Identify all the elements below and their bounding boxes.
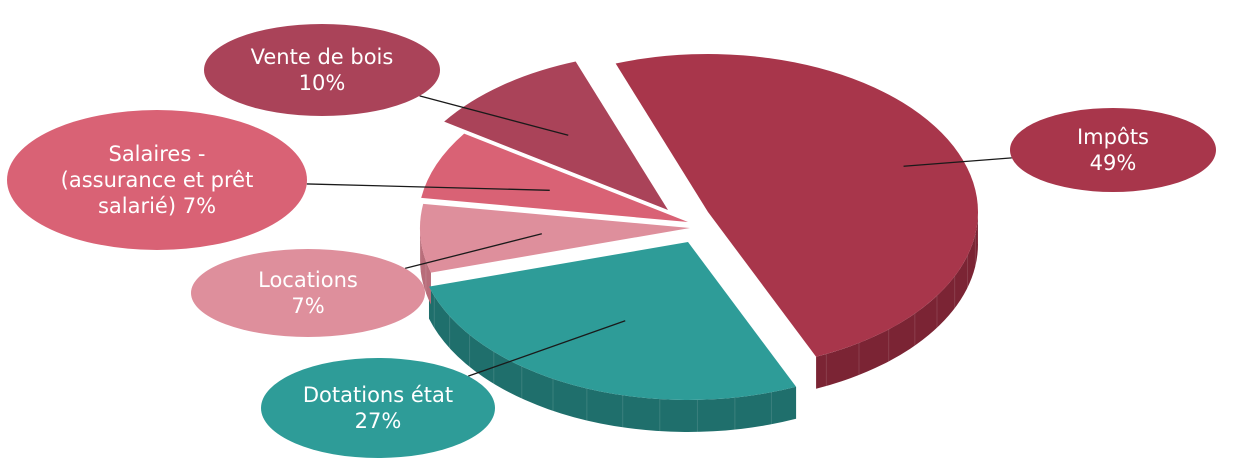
slice-salaires-assurance-et-pret-salarie — [421, 133, 688, 222]
pie-tops — [419, 54, 978, 400]
label-line: salarié) 7% — [98, 194, 216, 218]
slice-locations — [419, 203, 690, 273]
label-line: 7% — [291, 294, 324, 318]
label-bubble — [1010, 108, 1216, 192]
leader-line-salaires-assurance-et-pret-salarie — [306, 183, 550, 191]
slice-side-locations — [420, 228, 431, 305]
label-line: 10% — [299, 71, 346, 95]
slice-side-impots — [816, 212, 978, 389]
leader-line-dotations-etat — [468, 320, 626, 377]
label-line: Locations — [258, 268, 358, 292]
leader-line-vente-de-bois — [419, 95, 569, 136]
label-line: 27% — [355, 409, 402, 433]
label-line: 49% — [1090, 151, 1137, 175]
label-line: Dotations état — [303, 383, 453, 407]
label-bubble — [204, 24, 440, 116]
leader-lines — [306, 95, 1012, 377]
slice-vente-de-bois — [444, 61, 668, 210]
label-line: Vente de bois — [251, 45, 394, 69]
slice-impots — [615, 54, 978, 357]
pie-sides — [420, 212, 979, 432]
label-line: Impôts — [1077, 125, 1149, 149]
label-bubble — [7, 110, 307, 250]
label-line: (assurance et prêt — [61, 168, 254, 192]
leader-line-impots — [903, 157, 1012, 167]
slice-side-dotations-etat — [428, 286, 797, 432]
slice-dotations-etat — [428, 242, 797, 400]
leader-line-locations — [404, 233, 542, 270]
label-bubble — [261, 358, 495, 458]
label-bubble — [191, 249, 425, 337]
label-line: Salaires - — [108, 142, 205, 166]
